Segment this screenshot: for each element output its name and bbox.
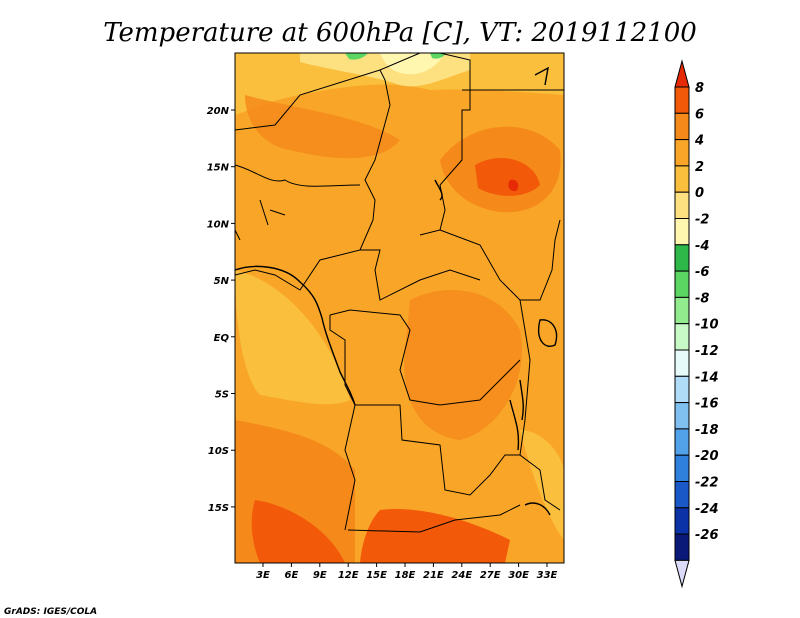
colorbar-swatch [674,402,690,430]
colorbar-swatch [674,507,690,535]
map-title: Temperature at 600hPa [C], VT: 201911210… [103,18,697,48]
colorbar-label: -4 [695,239,709,254]
border-sudan-car [439,219,561,301]
colorbar-label: -16 [695,397,719,412]
colorbar-label: -20 [695,449,719,464]
colorbar-label: 2 [695,160,704,175]
lat-tick-label: 10N [207,219,230,230]
map-frame [234,52,565,564]
border-great-lakes [519,299,561,511]
field-ocean-cool [235,270,350,405]
lat-tick-label: 15S [208,503,229,514]
coastlines [234,66,558,516]
border-niger-mali [234,69,391,221]
lat-tick-label: 5S [215,390,229,401]
border-drc-angola [329,315,520,496]
colorbar-swatch [674,296,690,325]
colorbar-label: -8 [695,291,709,306]
lon-tick-label: 12E [338,570,359,581]
lon-tick-label: 30E [508,570,529,581]
colorbar-swatch [674,139,690,167]
colorbar-label: -6 [695,265,709,280]
colorbar-label: -14 [695,370,719,385]
latitude-axis: 20N 15N 10N 5N EQ 5S 10S 15S [207,106,235,514]
colorbar-label: 0 [695,186,704,201]
lake-tanganyika [509,379,524,451]
lat-tick-label: 15N [207,163,230,174]
colorbar-swatch [674,428,690,456]
field-green-patch-2 [430,53,446,59]
longitude-axis: 3E 6E 9E 12E 15E 18E 21E 24E 27E 30E 33E [256,563,558,581]
colorbar-swatch [674,112,690,141]
colorbar-label: -22 [695,476,719,491]
colorbar-swatch [674,218,690,246]
colorbar-bottom-arrow [674,559,690,589]
lon-tick-label: 21E [423,570,444,581]
colorbar-label: 4 [694,134,704,149]
coast-red-sea [534,66,549,86]
field-warm-nw [245,95,400,159]
lon-tick-label: 18E [395,570,416,581]
colorbar-label: -12 [695,344,719,359]
field-hot-ne [475,157,540,196]
colorbar-swatch [674,86,690,114]
lon-tick-label: 33E [537,570,558,581]
colorbar-top-arrow [674,59,690,88]
temperature-field [235,53,564,563]
field-hot-angola [360,509,510,563]
field-hot-south [251,500,345,563]
colorbar: 8 6 4 2 0 -2 -4 -6 -8 -10 -12 -14 -16 -18 -20 -22 -24 -26 [674,59,719,589]
colorbar-label: -26 [695,528,719,543]
grads-credit: GrADS: IGES/COLA [4,607,97,617]
border-west-small [234,199,286,241]
lake-victoria [538,319,558,347]
colorbar-swatch [674,323,690,351]
colorbar-swatch [674,454,690,483]
lat-tick-label: 10S [208,446,229,457]
colorbar-swatch [674,375,690,404]
lake-kariba [524,502,551,516]
border-cameroon-car [360,249,481,301]
colorbar-swatch [674,481,690,509]
border-angola-namibia [347,504,521,533]
colorbar-label: -24 [695,502,719,517]
colorbar-swatch [674,191,690,219]
lon-tick-label: 6E [285,570,299,581]
lon-tick-label: 24E [451,570,472,581]
lat-tick-label: 5N [214,276,230,287]
lon-tick-label: 9E [313,570,327,581]
field-hottest-ne [508,179,519,192]
lon-tick-label: 27E [480,570,501,581]
colorbar-label: -10 [695,318,719,333]
lat-tick-label: EQ [214,333,230,344]
coast-gulf-of-guinea [234,265,356,406]
lon-tick-label: 3E [256,570,270,581]
colorbar-swatch [674,244,690,272]
colorbar-label: -2 [695,213,709,228]
lake-chad [434,179,443,201]
border-congo [329,309,521,406]
colorbar-label: 6 [695,107,704,122]
lon-tick-label: 15E [366,570,387,581]
colorbar-swatch [674,165,690,193]
border-west-africa [234,164,361,187]
colorbar-label: 8 [695,81,704,96]
border-angola-coast [344,404,356,531]
lat-tick-label: 20N [207,106,230,117]
colorbar-swatch [674,533,690,561]
border-chad-libya [379,52,471,236]
country-borders [234,52,564,533]
field-green-patch-1 [345,53,368,60]
colorbar-swatch [674,349,690,377]
field-north-coldest [380,53,445,75]
colorbar-label: -18 [695,423,719,438]
colorbar-swatch [674,270,690,298]
field-warm-congo [404,290,522,440]
